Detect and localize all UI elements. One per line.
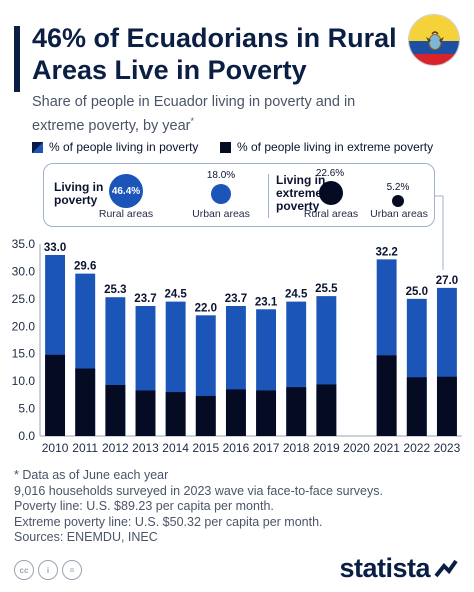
bar-value-label: 25.3 — [104, 284, 126, 296]
legend-item-poverty: % of people living in poverty — [32, 140, 198, 154]
bar-extreme-poverty — [256, 390, 277, 436]
poverty-rural-value: 46.4% — [111, 185, 141, 197]
bar-extreme-poverty — [45, 354, 66, 436]
y-tick-label: 25.0 — [12, 292, 36, 306]
footnote-data-date: * Data as of June each year — [14, 468, 169, 482]
legend-label-poverty: % of people living in poverty — [49, 140, 199, 154]
x-tick-label: 2017 — [253, 441, 280, 455]
statista-logo[interactable]: statista — [339, 553, 458, 584]
x-tick-label: 2022 — [403, 441, 430, 455]
ecuador-flag-icon — [408, 14, 460, 66]
nd-icon[interactable]: = — [62, 560, 82, 580]
by-icon-glyph: i — [46, 565, 50, 575]
cc-icon[interactable]: cc — [14, 560, 34, 580]
subtitle-text: Share of people in Ecuador living in pov… — [32, 94, 356, 134]
legend-item-extreme: % of people living in extreme poverty — [220, 140, 433, 154]
x-tick-label: 2010 — [42, 441, 69, 455]
footnote-extreme-line: Extreme poverty line: U.S. $50.32 per ca… — [14, 514, 323, 529]
bar-value-label: 23.1 — [255, 296, 278, 308]
rural-urban-infobox: Living in poverty 46.4% Rural areas 18.0… — [43, 163, 435, 227]
bar-value-label: 23.7 — [225, 293, 247, 305]
poverty-bar-chart: 0.0 5.0 10.0 15.0 20.0 25.0 30.0 35.0 33.0 2010 29… — [12, 238, 462, 455]
bar-extreme-poverty — [105, 384, 126, 436]
infobox-extreme-label-line-2: extreme — [276, 186, 323, 200]
y-tick-label: 0.0 — [18, 429, 35, 443]
bar-extreme-poverty — [316, 384, 337, 436]
x-tick-label: 2013 — [132, 441, 159, 455]
subtitle-footnote-mark: * — [190, 116, 195, 126]
by-icon[interactable]: i — [38, 560, 58, 580]
x-tick-label: 2012 — [102, 441, 129, 455]
legend-swatch-poverty — [32, 141, 43, 153]
y-tick-label: 5.0 — [18, 402, 35, 416]
bar-extreme-poverty — [75, 368, 96, 436]
bar-extreme-poverty — [165, 392, 186, 436]
x-tick-label: 2011 — [72, 441, 98, 455]
poverty-urban-value: 18.0% — [206, 170, 236, 181]
footnote-sources: Sources: ENEMDU, INEC — [14, 530, 158, 544]
bar-value-label: 32.2 — [375, 246, 397, 258]
extreme-urban-circle — [392, 195, 404, 207]
y-tick-label: 15.0 — [12, 347, 36, 361]
footnote-households: 9,016 households surveyed in 2023 wave v… — [14, 483, 383, 498]
extreme-urban-value: 5.2% — [386, 182, 410, 193]
extreme-urban-caption: Urban areas — [370, 208, 428, 220]
chart-title: 46% of Ecuadorians in Rural Areas Live i… — [32, 23, 397, 85]
bar-extreme-poverty — [135, 390, 156, 436]
infobox-poverty-label: Living in poverty — [54, 181, 103, 207]
cc-icon-glyph: cc — [19, 565, 29, 575]
bar-value-label: 24.5 — [285, 289, 308, 301]
title-accent-bar — [14, 26, 20, 92]
bar-extreme-poverty — [195, 395, 216, 436]
bar-value-label: 24.5 — [164, 289, 187, 301]
y-tick-label: 10.0 — [12, 374, 36, 388]
legend-swatch-extreme — [220, 141, 231, 153]
extreme-rural-caption: Rural areas — [303, 208, 359, 220]
brand-name: statista — [339, 553, 430, 583]
bar-extreme-poverty — [225, 389, 246, 436]
bar-extreme-poverty — [286, 387, 307, 436]
poverty-urban-caption: Urban areas — [192, 208, 250, 220]
bar-extreme-poverty — [436, 376, 457, 436]
infobox-extreme-label-line-1: Living in — [276, 173, 326, 187]
infobox-divider — [268, 174, 269, 218]
bar-value-label: 27.0 — [436, 275, 458, 287]
x-tick-label: 2021 — [373, 441, 400, 455]
x-tick-label: 2018 — [283, 441, 310, 455]
x-tick-label: 2019 — [313, 441, 340, 455]
x-tick-label: 2020 — [343, 441, 370, 455]
bar-value-label: 29.6 — [74, 261, 96, 273]
bar-extreme-poverty — [406, 377, 427, 436]
footnote-poverty-line: Poverty line: U.S. $89.23 per capita per… — [14, 499, 274, 513]
x-tick-label: 2016 — [223, 441, 250, 455]
bar-value-label: 23.7 — [134, 293, 156, 305]
x-tick-label: 2023 — [434, 441, 461, 455]
bar-extreme-poverty — [376, 355, 397, 436]
extreme-rural-value: 22.6% — [315, 168, 345, 179]
infobox-extreme-label-line-3: poverty — [276, 199, 320, 213]
bar-value-label: 33.0 — [44, 242, 66, 254]
poverty-rural-circle: 46.4% — [109, 174, 143, 208]
bar-value-label: 25.0 — [406, 286, 428, 298]
infobox-extreme-label: Living in extreme poverty — [276, 174, 325, 213]
extreme-rural-circle — [319, 181, 343, 205]
bar-value-label: 22.0 — [195, 302, 217, 314]
bar-value-label: 25.5 — [315, 283, 338, 295]
infobox-poverty-label-line-2: poverty — [54, 193, 98, 207]
poverty-urban-circle — [211, 184, 231, 204]
poverty-rural-caption: Rural areas — [98, 208, 154, 220]
legend-label-extreme: % of people living in extreme poverty — [237, 140, 434, 154]
nd-icon-glyph: = — [69, 565, 75, 575]
y-tick-label: 30.0 — [12, 264, 36, 278]
license-icons: cc i = — [14, 560, 82, 580]
infobox-poverty-label-line-1: Living in — [54, 180, 104, 194]
y-tick-label: 35.0 — [12, 238, 36, 251]
chart-legend: % of people living in poverty % of peopl… — [14, 140, 460, 156]
x-tick-label: 2014 — [162, 441, 189, 455]
footnotes: * Data as of June each year 9,016 househ… — [14, 468, 454, 546]
x-tick-label: 2015 — [192, 441, 219, 455]
statista-logo-icon — [434, 559, 458, 577]
y-tick-label: 20.0 — [12, 319, 36, 333]
chart-subtitle: Share of people in Ecuador living in pov… — [32, 93, 392, 136]
